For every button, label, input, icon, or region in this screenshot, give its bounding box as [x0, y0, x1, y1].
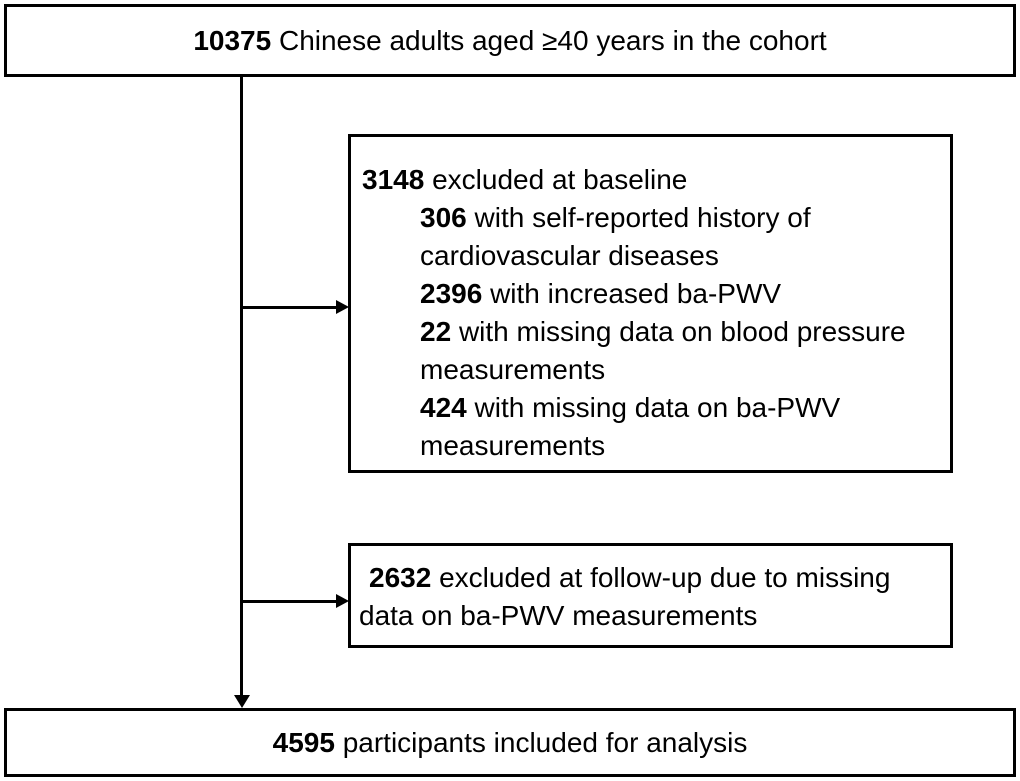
exclusion-reason: 2396 with increased ba-PWV [420, 278, 782, 309]
flow-line-to-followup-exclusions [241, 600, 338, 603]
analysis-text: 4595 participants included for analysis [272, 726, 748, 758]
baseline-exclusion-box: 3148 excluded at baseline 306 with self-… [348, 134, 953, 473]
arrow-right-icon [336, 594, 349, 608]
followup-exclusion-box: 2632 excluded at follow-up due to missin… [348, 543, 953, 648]
exclusion-count: 424 [420, 392, 467, 423]
followup-excluded-count: 2632 [369, 562, 432, 593]
cohort-text: 10375 Chinese adults aged ≥40 years in t… [193, 24, 827, 56]
cohort-box: 10375 Chinese adults aged ≥40 years in t… [4, 4, 1016, 77]
baseline-excluded-count: 3148 [362, 164, 425, 195]
analysis-box: 4595 participants included for analysis [4, 708, 1016, 777]
exclusion-reason: 424 with missing data on ba-PWV measurem… [420, 392, 841, 461]
arrow-down-icon [234, 695, 250, 708]
exclusion-reason: 22 with missing data on blood pressure m… [420, 316, 906, 385]
baseline-exclusion-header: 3148 excluded at baseline [362, 164, 688, 195]
flow-line-to-baseline-exclusions [241, 306, 338, 309]
flow-line-vertical [240, 77, 243, 699]
arrow-right-icon [336, 300, 349, 314]
followup-exclusion-text: 2632 excluded at follow-up due to missin… [359, 562, 891, 631]
exclusion-count: 22 [420, 316, 452, 347]
cohort-count: 10375 [193, 24, 272, 56]
exclusion-count: 2396 [420, 278, 483, 309]
analysis-count: 4595 [272, 726, 335, 758]
exclusion-reason: 306 with self-reported history of cardio… [420, 202, 811, 271]
exclusion-count: 306 [420, 202, 467, 233]
